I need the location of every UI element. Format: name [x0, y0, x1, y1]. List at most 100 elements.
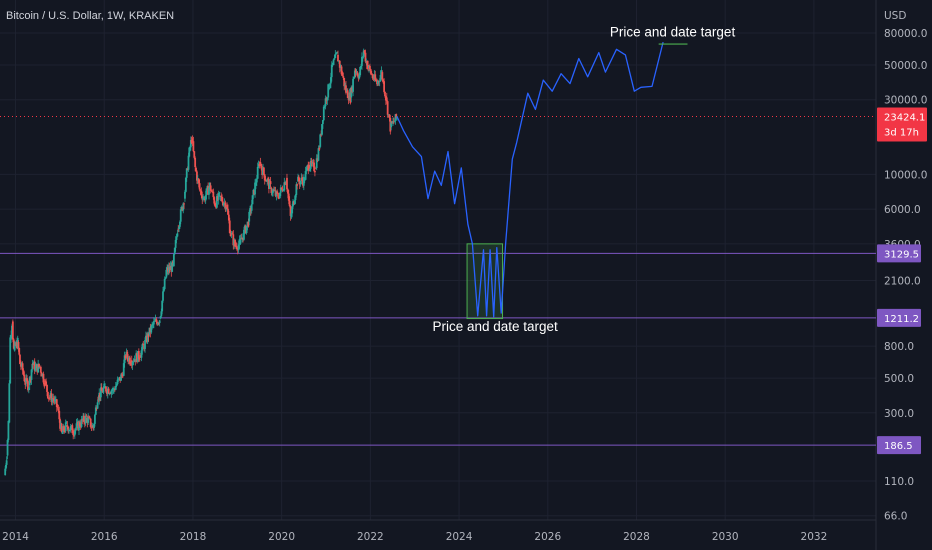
candle-body [226, 204, 228, 209]
candle-body [31, 363, 34, 370]
candle-body [393, 121, 396, 123]
candle-body [189, 147, 191, 149]
candle-body [146, 333, 149, 343]
candle-body [243, 229, 245, 240]
candle-body [42, 373, 45, 383]
candle-body [27, 381, 29, 390]
candle-body [266, 179, 269, 182]
candle-body [279, 187, 282, 193]
candle-body [64, 430, 66, 432]
candle-body [67, 426, 70, 432]
candle-body [189, 140, 192, 148]
x-tick-label: 2014 [2, 531, 29, 543]
candle-body [7, 420, 10, 441]
candle-body [57, 408, 60, 411]
annotation-label: Price and date target [432, 319, 558, 334]
candle-body [13, 343, 16, 351]
candle-body [386, 101, 389, 115]
candle-body [184, 191, 186, 199]
candle-body [341, 72, 344, 77]
candle-body [276, 191, 279, 194]
candle-body [129, 357, 131, 364]
candle-body [190, 140, 193, 143]
candle-body [22, 370, 25, 375]
candle-body [45, 381, 48, 385]
candle-body [47, 398, 50, 400]
candle-body [191, 138, 194, 142]
candle-body [334, 53, 337, 59]
candle-body [248, 211, 251, 222]
y-tick-label: 800.0 [884, 341, 914, 353]
candle-body [6, 440, 9, 456]
level-tag [877, 308, 921, 327]
candle-body [371, 74, 374, 79]
candle-body [359, 67, 362, 76]
candle-body [55, 399, 58, 408]
candle-body [375, 79, 378, 82]
y-tick-label: 110.0 [884, 476, 914, 488]
candle-body [232, 234, 235, 246]
candle-body [288, 200, 291, 207]
candle-body [151, 324, 154, 326]
candle-body [323, 106, 326, 107]
candle-body [105, 386, 107, 392]
candle-body [247, 221, 250, 227]
candle-body [194, 157, 197, 168]
countdown-label: 3d 17h [884, 128, 919, 139]
candle-body [54, 399, 56, 402]
candle-body [250, 204, 253, 211]
candle-body [122, 363, 125, 376]
candle-body [144, 339, 146, 349]
candle-body [308, 164, 310, 171]
candle-body [47, 391, 49, 399]
candle-body [222, 203, 225, 206]
candle-body [117, 378, 120, 380]
candle-body [361, 56, 364, 58]
candle-body [299, 180, 302, 185]
candle-body [66, 425, 69, 427]
candle-body [210, 190, 213, 192]
candle-body [215, 196, 218, 208]
candle-body [363, 50, 366, 53]
candle-body [272, 189, 275, 191]
candle-body [17, 341, 20, 349]
level-tag-label: 3129.5 [884, 249, 919, 260]
candle-body [239, 238, 242, 244]
candle-body [8, 383, 11, 423]
candle-body [164, 277, 167, 279]
candle-body [197, 178, 200, 184]
candle-body [126, 351, 129, 358]
candle-body [177, 228, 180, 230]
candle-body [140, 350, 143, 358]
candle-body [329, 83, 331, 88]
candle-body [297, 176, 300, 182]
candle-body [234, 239, 236, 247]
candle-body [336, 51, 338, 54]
candle-body [102, 387, 105, 393]
candle-body [187, 155, 190, 170]
candle-body [212, 191, 215, 198]
candle-body [295, 184, 298, 195]
candle-body [179, 209, 182, 222]
candle-body [24, 381, 27, 385]
candle-body [71, 425, 74, 434]
y-tick-label: 500.0 [884, 373, 914, 385]
candle-body [330, 64, 333, 78]
candle-body [350, 87, 353, 98]
candle-body [193, 151, 196, 158]
candle-body [132, 361, 135, 363]
candle-body [87, 417, 90, 423]
candle-body [137, 350, 140, 359]
candle-body [218, 192, 221, 194]
candle-body [322, 120, 324, 125]
candle-body [121, 374, 123, 376]
candle-body [213, 197, 216, 204]
chart-title: Bitcoin / U.S. Dollar, 1W, KRAKEN [6, 10, 175, 22]
candle-body [269, 181, 272, 185]
candle-body [384, 91, 386, 97]
candle-body [5, 460, 8, 465]
candle-body [349, 92, 352, 103]
candle-body [309, 160, 312, 169]
candle-body [88, 417, 91, 419]
